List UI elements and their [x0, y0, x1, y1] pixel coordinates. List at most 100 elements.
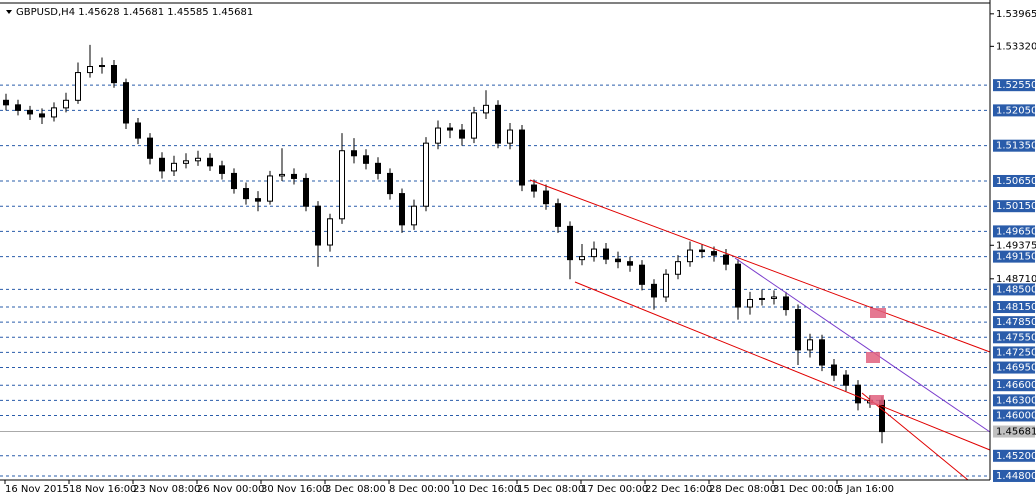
level-label: 1.50650 [996, 176, 1036, 187]
level-label-box [993, 469, 1035, 482]
level-label-box [993, 79, 1035, 92]
candle-body [99, 65, 105, 68]
level-label: 1.47550 [996, 332, 1036, 343]
candle-body [267, 175, 273, 202]
level-label-box [993, 250, 1035, 263]
x-tick-label: 23 Nov 08:00 [133, 484, 200, 495]
candle-body [447, 127, 453, 131]
candle-body [699, 249, 705, 253]
candle-body [291, 173, 297, 179]
candle-body [255, 198, 261, 202]
candle-body [651, 283, 657, 298]
axis: 1.53965 1.53320 1.49375 1.48710 1.52550 1.520… [4, 9, 1036, 495]
level-label-box [993, 174, 1035, 187]
candle-body [879, 399, 885, 433]
x-tick-label: 18 Nov 16:00 [69, 484, 136, 495]
x-tick-label: 8 Dec 00:00 [389, 484, 450, 495]
candle-body [639, 264, 645, 285]
level-label-box [993, 331, 1035, 344]
zone [870, 395, 884, 405]
candle-body [819, 339, 825, 366]
x-tick-label: 3 Dec 08:00 [325, 484, 386, 495]
candle-body [315, 205, 321, 246]
candle-body [759, 297, 765, 300]
x-tick-label: 30 Nov 16:00 [261, 484, 328, 495]
level-label: 1.46300 [996, 395, 1036, 406]
candle-body [603, 248, 609, 260]
level-label-box [993, 394, 1035, 407]
candle-body [75, 72, 81, 101]
level-label-box [993, 283, 1035, 296]
candle-body [555, 203, 561, 227]
candle-body [591, 248, 597, 258]
candle-body [807, 339, 813, 351]
candle-body [579, 256, 585, 261]
level-label: 1.44800 [996, 471, 1036, 482]
level-label-box [993, 200, 1035, 213]
candle-body [507, 129, 513, 144]
candle-body [543, 190, 549, 205]
candle-body [327, 218, 333, 246]
candle-body [147, 137, 153, 159]
y-tick-label: 1.53320 [996, 41, 1036, 52]
menu-arrow[interactable] [6, 10, 12, 14]
level-label: 1.51350 [996, 141, 1036, 152]
trend-purple [734, 257, 991, 433]
channel-top [529, 179, 991, 353]
chart-title: GBPUSD,H4 1.45628 1.45681 1.45585 1.4568… [16, 7, 253, 18]
candle-body [63, 99, 69, 109]
candle-body [495, 104, 501, 144]
candle-body [831, 364, 837, 376]
candle-body [375, 162, 381, 174]
x-tick-label: 22 Dec 16:00 [645, 484, 712, 495]
channel-bottom [574, 281, 991, 451]
candle-body [207, 157, 213, 167]
candle-body [51, 107, 57, 118]
candle-body [27, 109, 33, 115]
candle-body [711, 251, 717, 256]
candle-body [483, 104, 489, 114]
candle-body [855, 384, 861, 404]
candle-body [219, 165, 225, 174]
x-tick-label: 15 Dec 08:00 [517, 484, 584, 495]
candle-body [435, 127, 441, 144]
candle-body [567, 225, 573, 261]
candle-body [675, 261, 681, 275]
candle-body [279, 173, 285, 177]
candle-body [39, 113, 45, 118]
price-label-box [993, 425, 1035, 438]
level-label-box [993, 301, 1035, 314]
y-tick-label: 1.49375 [996, 240, 1036, 251]
candle-body [87, 66, 93, 74]
x-tick-label: 28 Dec 08:00 [709, 484, 776, 495]
candle-body [687, 249, 693, 263]
level-label-box [993, 346, 1035, 359]
candle-body [387, 172, 393, 195]
candle-body [747, 298, 753, 308]
candle-body [231, 172, 237, 190]
level-label-box [993, 139, 1035, 152]
candle-body [423, 142, 429, 207]
candle-body [243, 188, 249, 200]
level-label-box [993, 379, 1035, 392]
level-label: 1.50150 [996, 201, 1036, 212]
level-label: 1.47250 [996, 347, 1036, 358]
level-label: 1.49650 [996, 226, 1036, 237]
candle-body [627, 261, 633, 266]
level-label: 1.52050 [996, 105, 1036, 116]
level-label: 1.49150 [996, 252, 1036, 263]
candle-body [351, 150, 357, 157]
candle-body [123, 82, 129, 124]
y-tick-label: 1.48710 [996, 274, 1036, 285]
candle-body [363, 155, 369, 164]
candle-body [159, 157, 165, 172]
x-tick-label: 31 Dec 00:00 [773, 484, 840, 495]
x-tick-label: 17 Dec 00:00 [581, 484, 648, 495]
candle-body [459, 129, 465, 139]
candle-body [471, 112, 477, 139]
level-label-box [993, 361, 1035, 374]
candle-body [411, 205, 417, 226]
level-label-box [993, 104, 1035, 117]
